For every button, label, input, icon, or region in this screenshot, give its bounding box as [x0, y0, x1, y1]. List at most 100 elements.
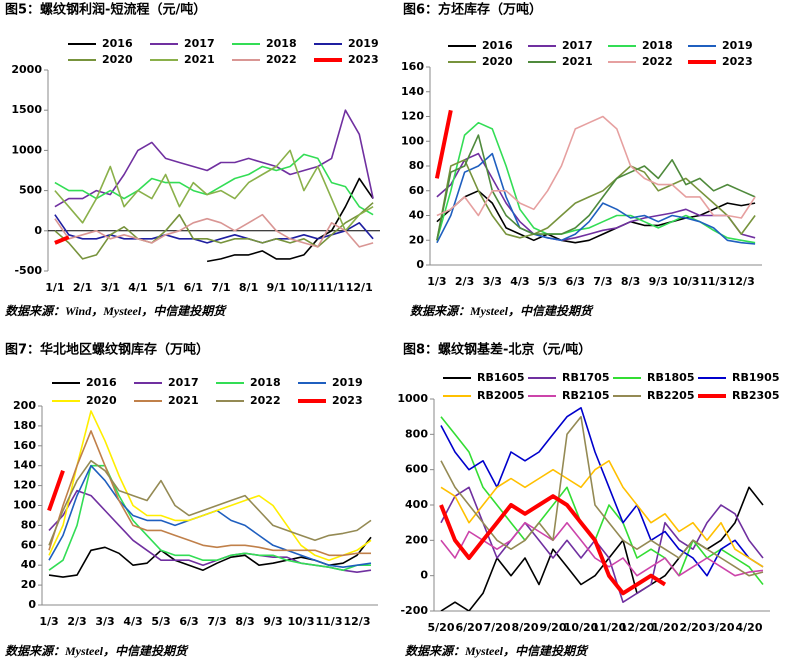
- y-tick-label: 500: [19, 184, 42, 197]
- x-tick-label: 6/3: [566, 275, 585, 288]
- y-tick-label: 200: [405, 533, 428, 546]
- x-tick-label: 4/3: [123, 615, 142, 628]
- x-tick-label: 12/20: [620, 621, 655, 634]
- legend-label: 2021: [562, 55, 593, 68]
- x-tick-label: 11/20: [592, 621, 627, 634]
- x-tick-label: 1/3: [427, 275, 446, 288]
- series-line: [436, 159, 756, 241]
- x-tick-label: 2/1: [73, 281, 92, 294]
- x-tick-label: 4/3: [510, 275, 529, 288]
- x-tick-label: 10/3: [672, 275, 699, 288]
- x-tick-label: 6/3: [179, 615, 198, 628]
- y-tick-label: 80: [21, 518, 37, 531]
- legend-label: 2022: [642, 55, 673, 68]
- legend-label: 2019: [348, 37, 379, 50]
- series-line: [54, 214, 374, 244]
- y-tick-label: 160: [13, 439, 36, 452]
- legend-label: 2021: [184, 53, 215, 66]
- series-line: [436, 152, 756, 242]
- y-tick-label: 100: [13, 499, 36, 512]
- y-tick-label: 160: [401, 60, 424, 73]
- plot: [54, 109, 374, 263]
- y-tick-label: 200: [13, 399, 36, 412]
- series-line: [54, 235, 70, 245]
- legend-label: 2023: [332, 394, 363, 407]
- y-tick-label: 1500: [11, 103, 42, 116]
- legend-label: RB2005: [477, 389, 524, 402]
- y-tick-label: 600: [405, 463, 428, 476]
- legend-label: RB1905: [732, 371, 779, 384]
- chart-title: 图8：螺纹钢基差-北京（元/吨）: [403, 342, 591, 358]
- legend-label: RB1705: [562, 371, 609, 384]
- y-tick-label: 40: [21, 558, 37, 571]
- y-tick-label: 1000: [11, 143, 42, 156]
- chart-source: 数据来源：Mysteel，中信建投期货: [405, 644, 589, 658]
- legend-label: 2020: [86, 394, 117, 407]
- x-tick-label: 3/3: [483, 275, 502, 288]
- legend-label: 2018: [642, 39, 673, 52]
- legend-label: 2022: [250, 394, 281, 407]
- plot: [439, 407, 764, 611]
- series-line: [47, 470, 65, 512]
- legend-label: 2020: [482, 55, 513, 68]
- series-line: [48, 430, 371, 557]
- x-tick-label: 12/3: [344, 615, 371, 628]
- x-tick-label: 5/20: [428, 621, 455, 634]
- legend-label: 2018: [250, 376, 281, 389]
- y-tick-label: 60: [21, 538, 37, 551]
- x-tick-label: 2/3: [455, 275, 474, 288]
- x-tick-label: 9/3: [263, 615, 282, 628]
- x-tick-label: 11/3: [700, 275, 727, 288]
- x-tick-label: 8/20: [512, 621, 539, 634]
- series-line: [440, 407, 764, 577]
- series-line: [440, 486, 764, 603]
- series-line: [440, 416, 764, 585]
- series-line: [440, 415, 764, 577]
- x-tick-label: 1/20: [652, 621, 679, 634]
- y-tick-label: 120: [401, 110, 424, 123]
- x-tick-label: 9/20: [540, 621, 567, 634]
- legend-label: 2020: [102, 53, 133, 66]
- series-line: [54, 153, 374, 216]
- y-tick-label: 800: [405, 427, 428, 440]
- x-tick-label: 2/3: [67, 615, 86, 628]
- y-tick-label: 2000: [11, 63, 42, 76]
- x-tick-label: 10/3: [288, 615, 315, 628]
- legend-label: RB2305: [732, 389, 779, 402]
- legend-label: 2023: [348, 53, 379, 66]
- series-line: [436, 152, 756, 245]
- series-line: [206, 177, 374, 263]
- legend-label: RB2105: [562, 389, 609, 402]
- plot: [434, 109, 756, 245]
- series-line: [48, 410, 372, 561]
- legend-label: RB1805: [647, 371, 694, 384]
- series-line: [48, 464, 371, 571]
- legend-label: 2016: [482, 39, 513, 52]
- x-tick-label: 3/1: [101, 281, 120, 294]
- series-line: [48, 459, 372, 546]
- chart-source: 数据来源：Wind，Mysteel，中信建投期货: [5, 304, 227, 318]
- x-tick-label: 11/1: [318, 281, 345, 294]
- y-tick-label: 100: [401, 134, 424, 147]
- y-tick-label: 180: [13, 419, 36, 432]
- series-line: [436, 190, 756, 244]
- x-tick-label: 3/3: [95, 615, 114, 628]
- x-tick-label: 12/3: [728, 275, 755, 288]
- x-tick-label: 10/20: [564, 621, 599, 634]
- legend-label: 2016: [86, 376, 117, 389]
- series-line: [440, 486, 764, 611]
- y-tick-label: 140: [401, 85, 424, 98]
- x-tick-label: 4/1: [128, 281, 147, 294]
- x-tick-label: 7/3: [593, 275, 612, 288]
- chart-title: 图5：螺纹钢利润-短流程（元/吨）: [5, 2, 206, 18]
- x-tick-label: 1/1: [45, 281, 64, 294]
- series-line: [439, 494, 667, 596]
- x-tick-label: 4/20: [736, 621, 763, 634]
- y-tick-label: 0: [34, 224, 42, 237]
- chart-source: 数据来源：Mysteel，中信建投期货: [410, 304, 594, 318]
- legend-label: 2017: [562, 39, 593, 52]
- x-tick-label: 11/3: [316, 615, 343, 628]
- chart-title: 图7：华北地区螺纹钢库存（万吨）: [5, 342, 209, 358]
- chart-title: 图6：方坯库存（万吨）: [403, 2, 542, 18]
